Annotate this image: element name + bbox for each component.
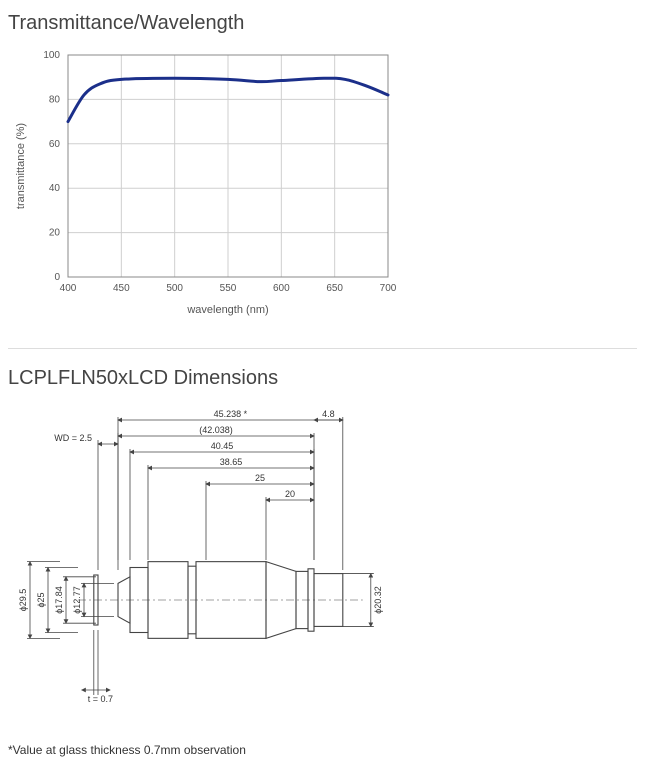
svg-text:400: 400 [60, 283, 77, 294]
section-divider [8, 348, 637, 349]
svg-text:40.45: 40.45 [211, 441, 234, 451]
dimensions-footnote: *Value at glass thickness 0.7mm observat… [8, 743, 637, 757]
svg-text:ϕ20.32: ϕ20.32 [373, 586, 383, 614]
svg-text:ϕ17.84: ϕ17.84 [54, 586, 64, 614]
svg-text:700: 700 [380, 283, 397, 294]
engineering-drawing: 45.238 * 4.8 (42.038) 40.45 38.65 25 20 WD = 2.… [8, 400, 637, 725]
chart-title: Transmittance/Wavelength [8, 12, 637, 35]
svg-text:20: 20 [49, 228, 61, 239]
svg-text:45.238 *: 45.238 * [214, 409, 248, 419]
svg-text:650: 650 [326, 283, 343, 294]
svg-text:60: 60 [49, 139, 61, 150]
svg-text:500: 500 [166, 283, 183, 294]
svg-text:ϕ12.77: ϕ12.77 [72, 586, 82, 614]
svg-text:80: 80 [49, 94, 61, 105]
svg-text:20: 20 [285, 489, 295, 499]
svg-text:450: 450 [113, 283, 130, 294]
svg-text:ϕ29.5: ϕ29.5 [18, 589, 28, 612]
svg-text:25: 25 [255, 473, 265, 483]
svg-text:WD = 2.5: WD = 2.5 [54, 433, 92, 443]
svg-text:100: 100 [43, 50, 60, 61]
chart-svg: 400 450 500 550 600 650 700 0 20 40 60 80 100 wavelen… [8, 45, 398, 325]
svg-text:0: 0 [54, 272, 60, 283]
svg-text:ϕ25: ϕ25 [36, 592, 46, 607]
svg-text:transmittance (%): transmittance (%) [15, 123, 27, 209]
svg-text:38.65: 38.65 [220, 457, 243, 467]
svg-text:t = 0.7: t = 0.7 [88, 694, 113, 704]
svg-text:wavelength (nm): wavelength (nm) [186, 304, 268, 316]
svg-text:550: 550 [220, 283, 237, 294]
transmittance-chart: 400 450 500 550 600 650 700 0 20 40 60 80 100 wavelen… [8, 45, 637, 330]
svg-text:40: 40 [49, 183, 61, 194]
dimensions-title: LCPLFLN50xLCD Dimensions [8, 367, 637, 390]
dimensions-svg: 45.238 * 4.8 (42.038) 40.45 38.65 25 20 WD = 2.… [8, 400, 508, 720]
svg-text:4.8: 4.8 [322, 409, 335, 419]
svg-text:(42.038): (42.038) [199, 425, 233, 435]
svg-text:600: 600 [273, 283, 290, 294]
